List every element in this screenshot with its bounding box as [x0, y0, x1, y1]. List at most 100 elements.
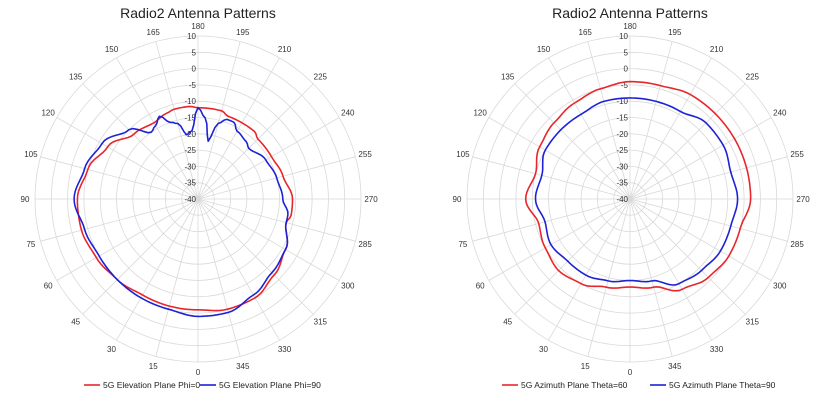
- angle-tick-label: 195: [236, 28, 250, 37]
- angle-tick-label: 150: [105, 45, 119, 54]
- radial-tick-label: -10: [616, 97, 628, 106]
- angle-tick-label: 90: [453, 195, 462, 204]
- legend: 5G Elevation Plane Phi=0 5G Elevation Pla…: [84, 380, 321, 390]
- series-line-red: [524, 80, 752, 292]
- angular-grid-line: [197, 198, 356, 242]
- angular-grid-line: [629, 198, 746, 315]
- angular-grid-line: [116, 57, 199, 200]
- angle-tick-label: 225: [314, 73, 328, 82]
- angle-tick-label: 255: [358, 150, 372, 159]
- angle-tick-label: 0: [628, 368, 633, 377]
- angular-grid-line: [116, 198, 199, 341]
- radial-tick-label: -25: [616, 146, 628, 155]
- radial-tick-label: -40: [184, 195, 196, 204]
- angle-tick-label: 270: [364, 195, 378, 204]
- angle-tick-label: 45: [503, 317, 512, 326]
- angle-tick-label: 165: [579, 28, 593, 37]
- radial-tick-label: 10: [187, 32, 196, 41]
- angle-tick-label: 180: [623, 22, 637, 31]
- angle-tick-label: 270: [796, 195, 810, 204]
- angular-grid-line: [514, 198, 631, 315]
- angle-tick-label: 75: [458, 240, 467, 249]
- angular-grid-line: [629, 117, 772, 200]
- angular-grid-line: [488, 117, 631, 200]
- angle-tick-label: 165: [147, 28, 161, 37]
- angle-tick-label: 75: [26, 240, 35, 249]
- right-polar-chart: Radio2 Antenna Patterns01530456075901051…: [453, 5, 811, 390]
- legend: 5G Azimuth Plane Theta=60 5G Azimuth Plan…: [502, 380, 776, 390]
- radial-tick-label: -5: [189, 81, 197, 90]
- radial-tick-label: -30: [184, 162, 196, 171]
- angle-tick-label: 210: [710, 45, 724, 54]
- angular-grid-line: [587, 41, 631, 200]
- series-line-blue: [534, 97, 739, 286]
- angle-tick-label: 300: [773, 282, 787, 291]
- series-line-blue: [73, 106, 289, 318]
- radial-tick-label: 0: [192, 65, 197, 74]
- angle-tick-label: 120: [473, 109, 487, 118]
- angular-grid-line: [197, 57, 280, 200]
- angle-tick-label: 60: [476, 282, 485, 291]
- angle-tick-label: 345: [236, 362, 250, 371]
- angle-tick-label: 285: [358, 240, 372, 249]
- angular-grid-line: [472, 156, 631, 200]
- angle-tick-label: 180: [191, 22, 205, 31]
- angular-grid-line: [56, 117, 199, 200]
- angle-tick-label: 45: [71, 317, 80, 326]
- angular-grid-line: [197, 83, 314, 200]
- angular-grid-line: [629, 198, 788, 242]
- polar-grid: [466, 35, 794, 363]
- angle-tick-label: 0: [196, 368, 201, 377]
- angular-grid-line: [629, 198, 673, 357]
- legend-label: 5G Azimuth Plane Theta=90: [669, 380, 776, 390]
- legend-label: 5G Elevation Plane Phi=90: [219, 380, 321, 390]
- angle-tick-label: 285: [790, 240, 804, 249]
- legend-label: 5G Elevation Plane Phi=0: [103, 380, 200, 390]
- radial-tick-label: -15: [616, 114, 628, 123]
- angular-grid-line: [40, 198, 199, 242]
- angle-tick-label: 195: [668, 28, 682, 37]
- radial-tick-label: -20: [184, 130, 196, 139]
- angle-tick-label: 135: [501, 73, 515, 82]
- angular-grid-line: [197, 198, 340, 281]
- chart-title: Radio2 Antenna Patterns: [552, 5, 708, 21]
- radial-tick-label: -20: [616, 130, 628, 139]
- angular-grid-line: [197, 198, 280, 341]
- radial-tick-label: -35: [616, 179, 628, 188]
- angle-tick-label: 210: [278, 45, 292, 54]
- angular-grid-line: [488, 198, 631, 281]
- chart-title: Radio2 Antenna Patterns: [120, 5, 276, 21]
- angular-grid-line: [82, 198, 199, 315]
- legend-label: 5G Azimuth Plane Theta=60: [521, 380, 628, 390]
- radial-tick-label: 5: [192, 48, 197, 57]
- angular-grid-line: [472, 198, 631, 242]
- radial-tick-label: -40: [616, 195, 628, 204]
- angle-tick-label: 15: [581, 362, 590, 371]
- angular-grid-line: [629, 41, 673, 200]
- radial-tick-label: 5: [624, 48, 629, 57]
- angular-grid-line: [629, 57, 712, 200]
- angular-grid-line: [629, 198, 772, 281]
- radial-tick-label: -5: [621, 81, 629, 90]
- radial-tick-label: 10: [619, 32, 628, 41]
- angle-tick-label: 330: [278, 345, 292, 354]
- radial-tick-label: -25: [184, 146, 196, 155]
- angle-tick-label: 330: [710, 345, 724, 354]
- angle-tick-label: 240: [341, 109, 355, 118]
- angle-tick-label: 105: [24, 150, 38, 159]
- angle-tick-label: 105: [456, 150, 470, 159]
- left-polar-chart: Radio2 Antenna Patterns01530456075901051…: [21, 5, 379, 390]
- angle-tick-label: 15: [149, 362, 158, 371]
- angular-grid-line: [587, 198, 631, 357]
- angular-grid-line: [155, 41, 199, 200]
- angle-tick-label: 60: [44, 282, 53, 291]
- radial-tick-label: -10: [184, 97, 196, 106]
- angular-grid-line: [629, 198, 712, 341]
- angle-tick-label: 30: [539, 345, 548, 354]
- angular-grid-line: [197, 41, 241, 200]
- radial-tick-label: -15: [184, 114, 196, 123]
- angular-grid-line: [82, 83, 199, 200]
- angle-tick-label: 30: [107, 345, 116, 354]
- angle-tick-label: 255: [790, 150, 804, 159]
